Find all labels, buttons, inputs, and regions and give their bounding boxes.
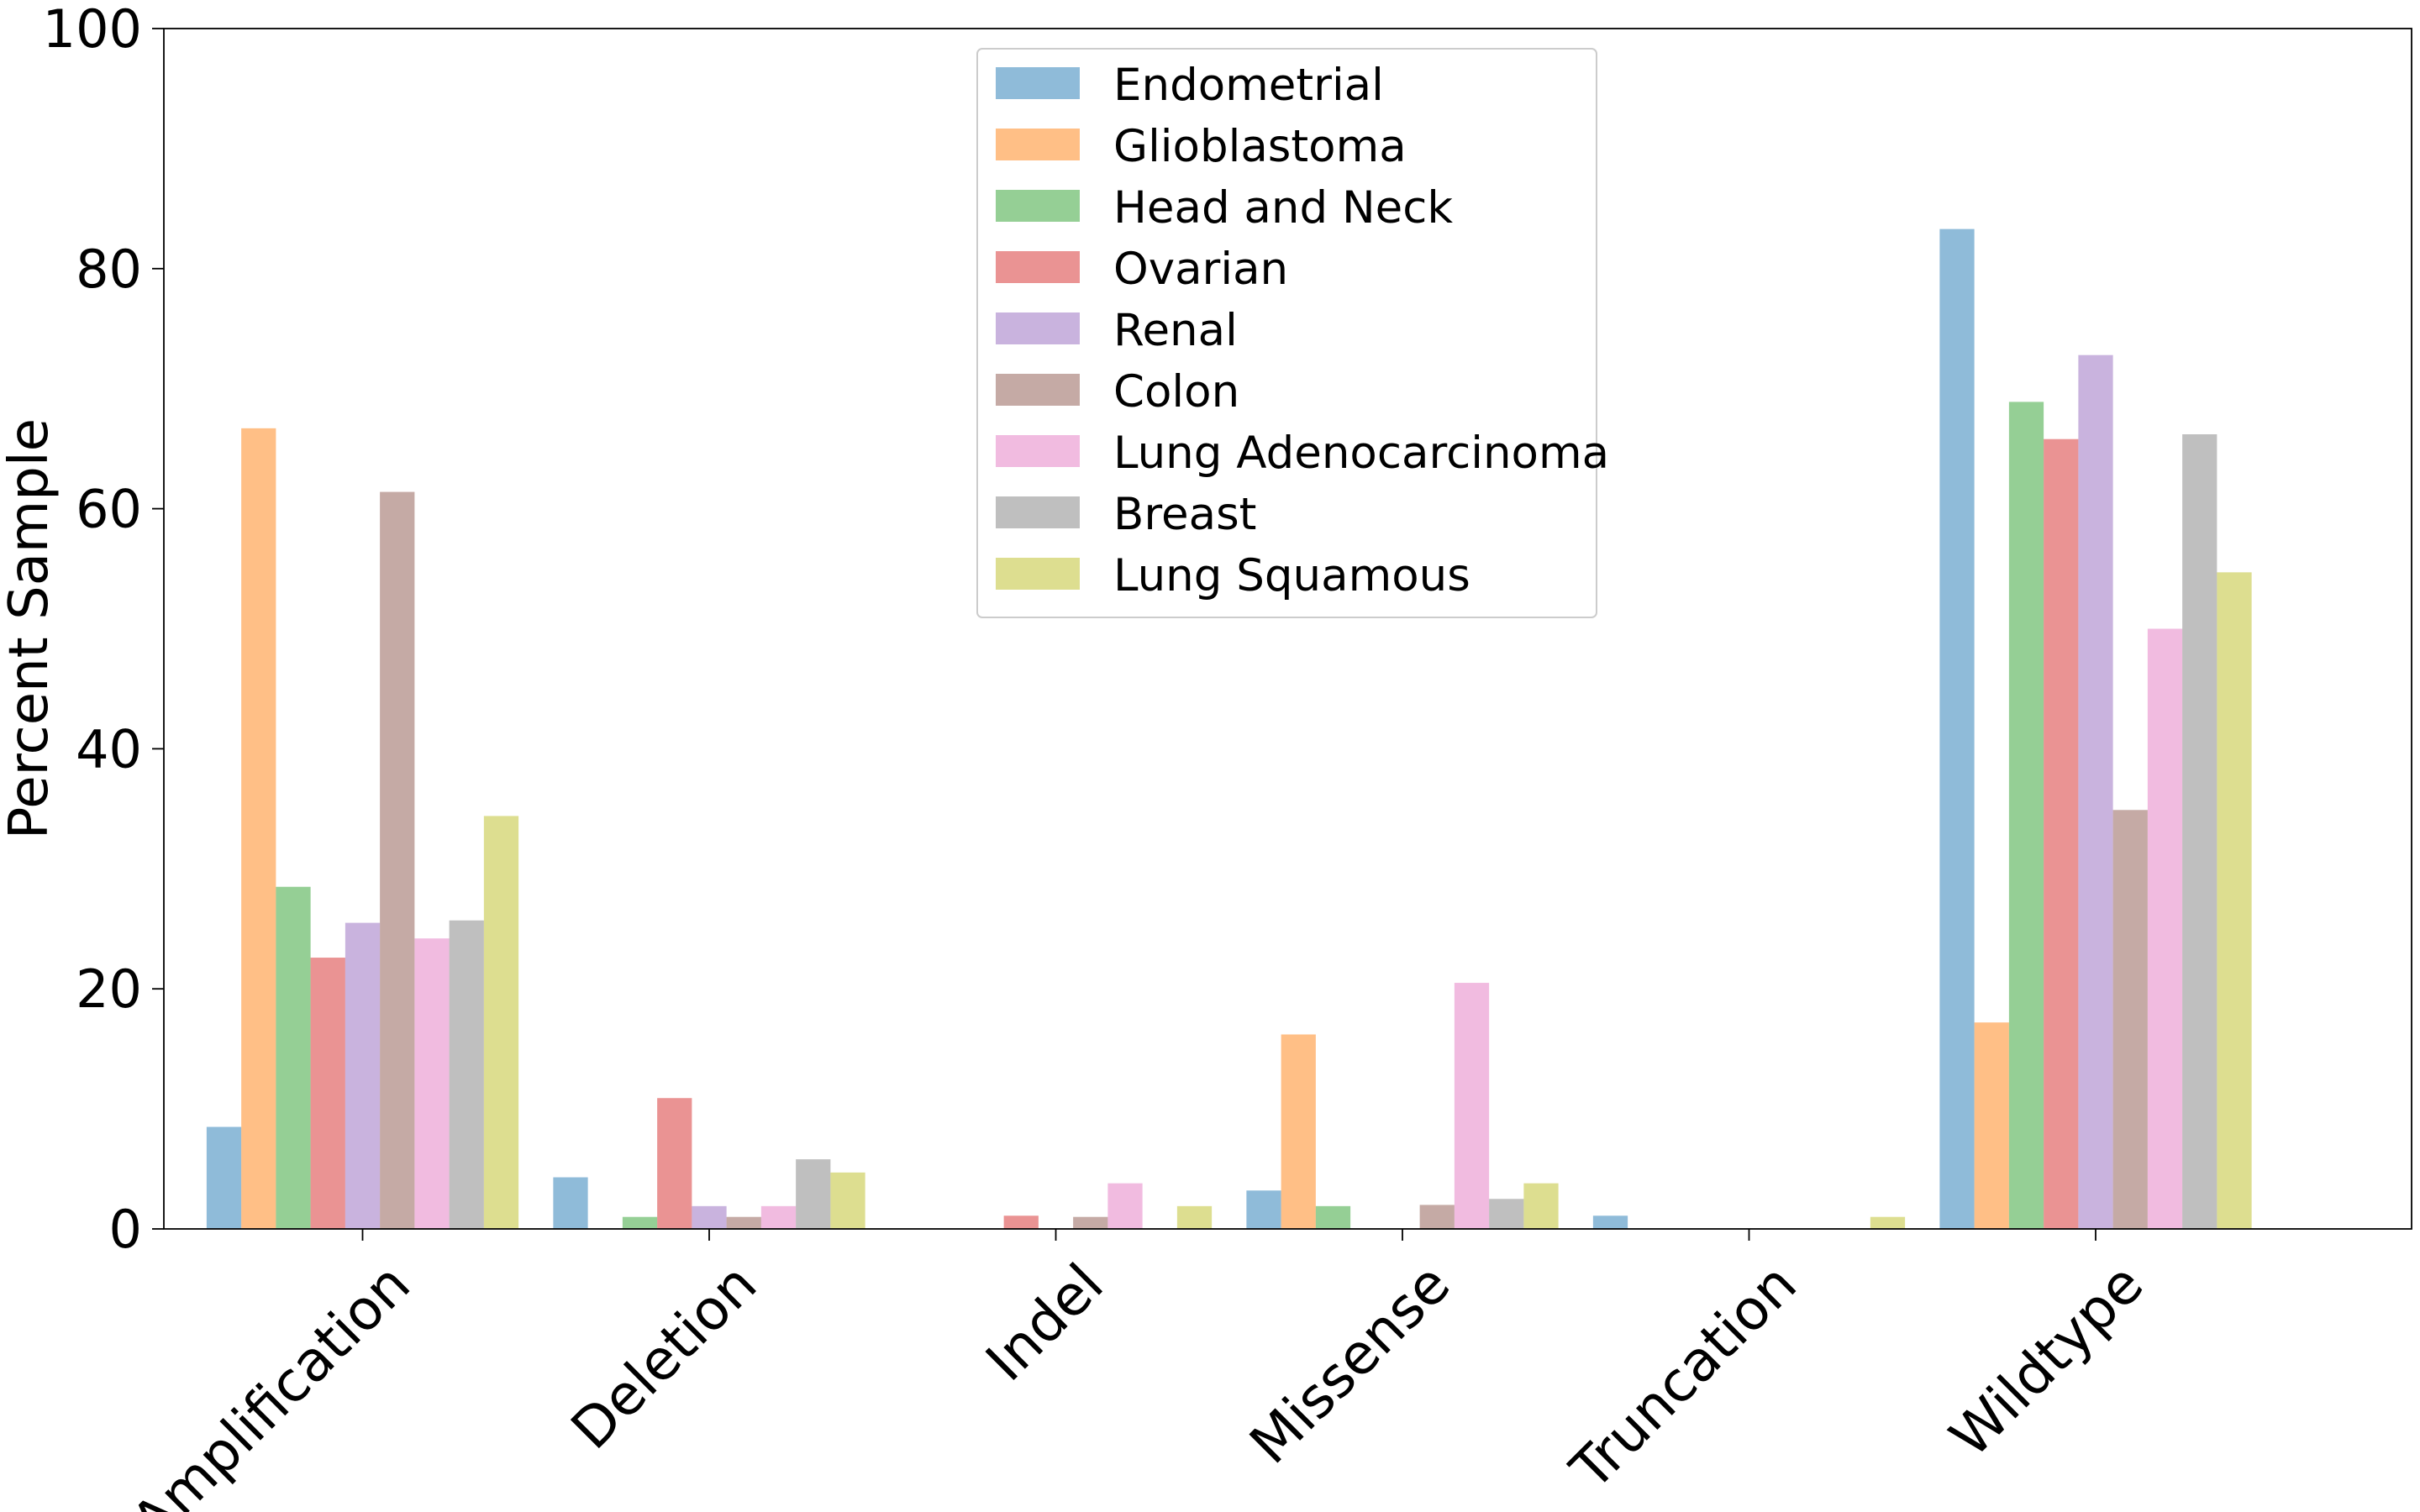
bar-head-and-neck-missense: [1315, 1205, 1351, 1229]
bar-lung-squamous-wildtype: [2217, 572, 2252, 1229]
y-tick-label: 100: [43, 0, 142, 60]
bar-lung-squamous-deletion: [830, 1172, 865, 1229]
legend-label-ovarian: Ovarian: [1113, 244, 1288, 295]
bar-breast-wildtype: [2182, 434, 2217, 1229]
bar-renal-amplification: [345, 922, 381, 1229]
bar-lung-adenocarcinoma-missense: [1454, 983, 1490, 1229]
bar-lung-adenocarcinoma-wildtype: [2147, 628, 2183, 1229]
bar-endometrial-missense: [1246, 1190, 1281, 1229]
bar-ovarian-amplification: [310, 958, 345, 1229]
legend-swatch-breast: [996, 496, 1080, 528]
bar-endometrial-truncation: [1592, 1215, 1628, 1229]
bar-lung-squamous-missense: [1523, 1183, 1559, 1229]
bar-head-and-neck-deletion: [622, 1216, 658, 1229]
bar-endometrial-deletion: [553, 1177, 588, 1229]
y-tick-label: 80: [76, 239, 142, 300]
legend: Endometrial Glioblastoma Head and Neck Ovar…: [976, 48, 1609, 618]
bar-breast-deletion: [796, 1159, 831, 1229]
bar-breast-missense: [1489, 1199, 1524, 1229]
y-axis: 0 20 40 60 80 100: [43, 0, 164, 1260]
bar-colon-deletion: [726, 1216, 761, 1229]
bar-colon-missense: [1419, 1205, 1455, 1229]
legend-swatch-glioblastoma: [996, 129, 1080, 160]
bar-renal-wildtype: [2078, 354, 2113, 1229]
legend-swatch-endometrial: [996, 67, 1080, 99]
bar-endometrial-wildtype: [1939, 228, 1975, 1229]
legend-label-glioblastoma: Glioblastoma: [1113, 121, 1407, 172]
legend-swatch-head-and-neck: [996, 190, 1080, 222]
legend-swatch-colon: [996, 374, 1080, 406]
legend-label-head-and-neck: Head and Neck: [1113, 182, 1453, 234]
legend-label-endometrial: Endometrial: [1113, 60, 1384, 111]
y-tick-label: 0: [109, 1199, 142, 1260]
bar-glioblastoma-wildtype: [1974, 1022, 2009, 1229]
bar-lung-squamous-indel: [1176, 1205, 1213, 1229]
bar-breast-amplification: [449, 920, 484, 1229]
bar-lung-adenocarcinoma-deletion: [760, 1205, 797, 1229]
legend-label-renal: Renal: [1113, 305, 1238, 356]
legend-frame: [976, 48, 1597, 618]
bars-layer: [206, 228, 2252, 1229]
legend-swatch-lung-adenocarcinoma: [996, 435, 1080, 467]
legend-label-lung-squamous: Lung Squamous: [1113, 550, 1470, 601]
legend-label-lung-adenocarcinoma: Lung Adenocarcinoma: [1113, 428, 1609, 479]
bar-ovarian-deletion: [657, 1098, 692, 1229]
legend-label-colon: Colon: [1113, 366, 1239, 417]
legend-swatch-ovarian: [996, 251, 1080, 283]
bar-colon-wildtype: [2112, 810, 2148, 1229]
bar-lung-adenocarcinoma-amplification: [414, 938, 450, 1229]
bar-lung-adenocarcinoma-indel: [1107, 1183, 1143, 1229]
bar-ovarian-wildtype: [2044, 438, 2079, 1229]
bar-endometrial-amplification: [206, 1126, 242, 1229]
bar-glioblastoma-amplification: [241, 428, 276, 1229]
plot-area-frame: [163, 28, 2412, 1230]
bar-glioblastoma-missense: [1281, 1034, 1316, 1229]
y-tick-label: 60: [76, 479, 142, 540]
legend-label-breast: Breast: [1113, 489, 1256, 540]
bar-colon-amplification: [380, 491, 415, 1229]
bar-head-and-neck-wildtype: [2008, 402, 2044, 1229]
y-axis-label: Percent Sample: [0, 418, 60, 839]
bar-lung-squamous-amplification: [483, 816, 519, 1229]
bar-renal-deletion: [692, 1205, 727, 1229]
y-tick-label: 20: [76, 958, 142, 1020]
legend-swatch-lung-squamous: [996, 558, 1080, 590]
bar-head-and-neck-amplification: [276, 886, 311, 1229]
bar-colon-indel: [1073, 1216, 1108, 1229]
legend-swatch-renal: [996, 312, 1080, 344]
bar-ovarian-indel: [1003, 1215, 1039, 1229]
bar-lung-squamous-truncation: [1870, 1216, 1906, 1229]
y-tick-label: 40: [76, 718, 142, 780]
